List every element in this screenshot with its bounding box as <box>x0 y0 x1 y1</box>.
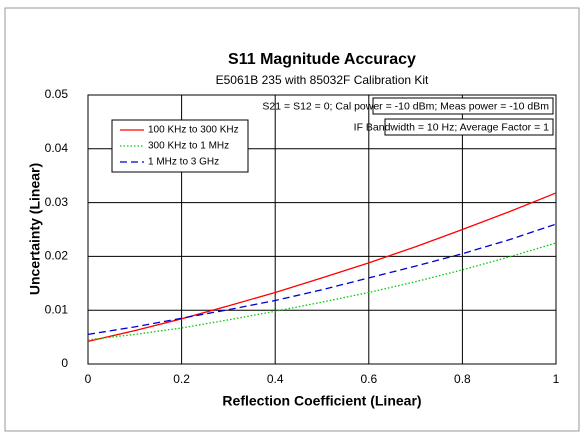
series-line <box>87 223 557 336</box>
legend-label: 1 MHz to 3 GHz <box>148 157 219 168</box>
annotation: IF Bandwidth = 10 Hz; Average Factor = 1 <box>354 121 549 133</box>
y-tick-label: 0.05 <box>45 87 69 101</box>
x-tick-label: 0 <box>85 372 92 386</box>
x-axis-label: Reflection Coefficient (Linear) <box>222 393 421 409</box>
y-tick-label: 0.02 <box>45 249 69 263</box>
legend-label: 300 KHz to 1 MHz <box>148 141 229 152</box>
annotation-box <box>384 118 554 136</box>
y-tick-label: 0 <box>61 356 68 370</box>
y-axis-label: Uncertainty (Linear) <box>27 163 43 295</box>
x-tick-label: 0.4 <box>267 372 284 386</box>
x-tick-label: 1 <box>553 372 560 386</box>
series-line <box>87 192 557 343</box>
chart-subtitle: E5061B 235 with 85032F Calibration Kit <box>216 73 429 87</box>
legend-label: 100 KHz to 300 KHz <box>148 125 239 136</box>
annotation-box <box>372 97 554 115</box>
x-tick-label: 0.2 <box>173 372 190 386</box>
chart-title: S11 Magnitude Accuracy <box>228 51 416 68</box>
y-tick-label: 0.04 <box>45 141 69 155</box>
y-tick-label: 0.03 <box>45 195 69 209</box>
x-tick-label: 0.6 <box>360 372 377 386</box>
x-tick-label: 0.8 <box>454 372 471 386</box>
annotation: S21 = S12 = 0; Cal power = -10 dBm; Meas… <box>262 100 549 112</box>
y-tick-label: 0.01 <box>45 302 69 316</box>
